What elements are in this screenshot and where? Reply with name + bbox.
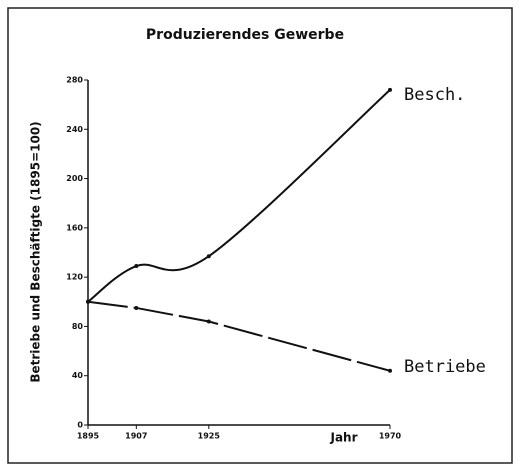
series-label: Betriebe xyxy=(404,357,486,377)
point xyxy=(388,87,392,92)
x-tick-label: 1907 xyxy=(125,432,147,441)
y-tick-label: 80 xyxy=(72,322,84,331)
y-tick-label: 200 xyxy=(66,174,83,183)
frame xyxy=(7,7,513,464)
y-tick-label: 280 xyxy=(66,76,83,85)
point xyxy=(206,254,211,259)
x-tick-label: 1970 xyxy=(379,432,402,441)
point xyxy=(134,264,139,269)
point xyxy=(86,299,90,304)
y-tick-label: 40 xyxy=(72,371,84,380)
x-tick-label: 1925 xyxy=(198,432,221,441)
point xyxy=(206,319,211,324)
point xyxy=(134,305,139,310)
x-tick-label: 1895 xyxy=(77,432,100,441)
y-axis-label: Betriebe und Beschäftigte (1895=100) xyxy=(29,121,43,382)
y-tick-label: 120 xyxy=(66,273,83,282)
y-tick-label: 0 xyxy=(77,421,83,430)
series-line xyxy=(87,89,391,303)
series-line xyxy=(87,300,391,372)
y-tick-label: 240 xyxy=(66,125,83,134)
y-tick-label: 160 xyxy=(66,223,83,232)
point xyxy=(388,368,392,373)
series-label: Besch. xyxy=(404,85,465,105)
x-axis-label: Jahr xyxy=(329,431,357,445)
chart-title: Produzierendes Gewerbe xyxy=(146,27,344,43)
